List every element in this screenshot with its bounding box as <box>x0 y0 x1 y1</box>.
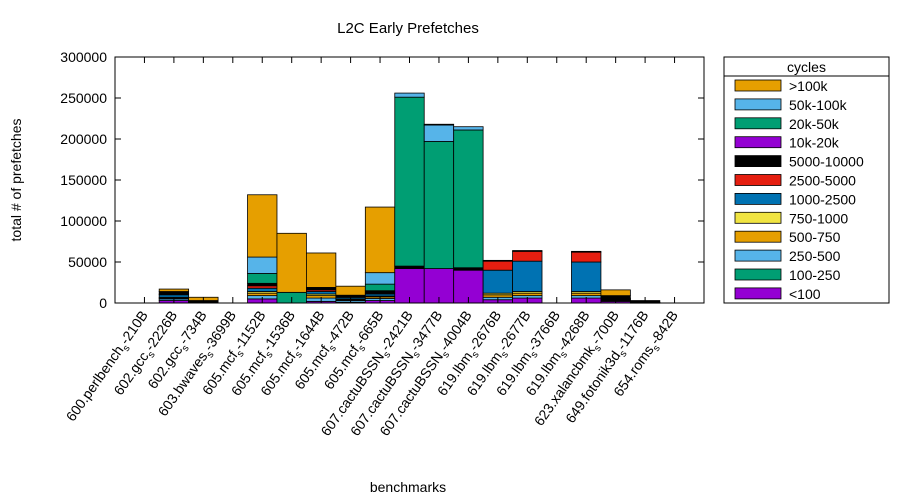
bar-segment-8-9 <box>364 283 396 292</box>
bar-segment-4-9 <box>247 273 278 284</box>
legend-swatch <box>734 117 782 130</box>
x-tick-label-main: 654.roms <box>610 342 657 399</box>
x-tick-label-subscript: s <box>651 343 663 353</box>
bar-segment-7-11 <box>335 285 366 296</box>
bar-segment-12-5 <box>482 269 513 294</box>
legend-swatch <box>734 155 782 168</box>
bar-segment-13-7 <box>512 250 543 252</box>
x-tick-label-subscript: s <box>499 350 511 360</box>
legend-swatch <box>734 211 782 224</box>
y-tick-label: 0 <box>99 295 107 311</box>
bar-segment-4-11 <box>247 194 278 258</box>
legend-label: <100 <box>789 286 821 302</box>
legend-label: 500-750 <box>789 229 841 245</box>
plot-area <box>114 56 705 304</box>
bar-segment-12-6 <box>482 260 513 271</box>
legend-label: 100-250 <box>789 267 841 283</box>
legend-swatch <box>734 136 782 149</box>
bar-segment-15-6 <box>571 251 602 263</box>
bar-segment-13-6 <box>512 250 543 262</box>
legend-swatch <box>734 174 782 186</box>
legend-swatch <box>734 287 782 300</box>
x-tick-label-subscript: s <box>264 350 276 360</box>
legend-label: 50k-100k <box>789 97 848 113</box>
legend-swatch <box>734 268 782 281</box>
legend-swatch <box>734 79 782 92</box>
bar-segment-11-9 <box>453 129 484 269</box>
x-tick-label-tail: -472B <box>323 308 358 348</box>
bar-segment-4-5 <box>247 287 278 292</box>
y-axis-label: total # of prefetches <box>8 119 24 242</box>
y-tick-label: 200000 <box>60 131 107 147</box>
bar-segment-10-10 <box>423 124 455 142</box>
x-tick-label-subscript: s <box>558 350 570 360</box>
bar-segment-15-7 <box>571 250 602 253</box>
legend-label: 1000-2500 <box>789 191 856 207</box>
bar-segment-8-11 <box>364 206 396 274</box>
bar-segment-13-5 <box>512 260 543 292</box>
x-tick-label-subscript: s <box>146 350 158 360</box>
legend-label: 20k-50k <box>789 116 840 132</box>
legend-swatch <box>734 98 782 111</box>
x-tick-label-subscript: s <box>235 349 247 359</box>
legend-label: 750-1000 <box>789 210 848 226</box>
y-tick-label: 150000 <box>60 172 107 188</box>
x-tick-label-subscript: s <box>121 343 133 353</box>
bar-segment-6-11 <box>306 252 337 288</box>
bar-segment-15-5 <box>571 261 602 292</box>
x-tick-label-subscript: s <box>180 343 192 353</box>
bar-segment-16-11 <box>600 289 631 297</box>
bar-segment-4-10 <box>247 256 278 274</box>
y-tick-label: 100000 <box>60 213 107 229</box>
chart-title: L2C Early Prefetches <box>337 20 479 37</box>
x-tick-label-subscript: s <box>592 343 604 353</box>
legend-label: 10k-20k <box>789 135 840 151</box>
x-tick-label-subscript: s <box>293 350 305 360</box>
legend-swatch <box>734 230 782 243</box>
x-tick-label-subscript: s <box>381 350 393 360</box>
legend-label: 2500-5000 <box>789 173 856 189</box>
x-axis-label: benchmarks <box>370 479 446 495</box>
bar-segment-11-10 <box>453 126 484 131</box>
bar-segment-9-9 <box>394 96 425 267</box>
legend-swatch <box>734 249 782 262</box>
legend-title: cycles <box>787 59 826 75</box>
x-tick-label-subscript: s <box>356 343 368 353</box>
x-tick-label-subscript: s <box>618 349 630 359</box>
x-tick-label-subscript: s <box>440 350 452 360</box>
x-tick-label-subscript: s <box>327 343 339 353</box>
legend-label: >100k <box>789 78 829 94</box>
y-tick-label: 50000 <box>68 254 107 270</box>
legend-label: 5000-10000 <box>789 154 864 170</box>
y-tick-label: 250000 <box>60 90 107 106</box>
bar-segment-5-11 <box>276 232 307 293</box>
x-tick-label-tail: -842B <box>646 308 681 348</box>
bar-segment-12-7 <box>482 259 513 262</box>
y-axis-ticks: 0 50000 100000 150000 200000 250000 300000 <box>60 49 704 311</box>
x-tick-label-subscript: s <box>470 350 482 360</box>
legend-label: 250-500 <box>789 248 841 264</box>
bar-segment-9-10 <box>394 92 425 98</box>
bar-segment-8-10 <box>364 272 396 285</box>
bar-segment-1-11 <box>158 288 190 292</box>
x-tick-label-subscript: s <box>205 350 217 360</box>
bar-segment-10-11 <box>423 123 455 126</box>
x-tick-label-subscript: s <box>411 350 423 360</box>
legend-swatch <box>734 192 782 205</box>
y-tick-label: 300000 <box>60 49 107 65</box>
legend: cycles >100k 50k-100k 20k-50k 10k-20k 5000-10… <box>723 56 890 304</box>
x-tick-label-subscript: s <box>529 350 541 360</box>
bar-segment-10-9 <box>423 141 455 269</box>
